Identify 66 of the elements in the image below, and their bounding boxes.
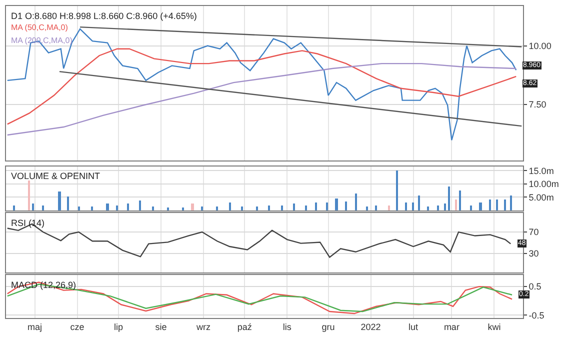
bar (489, 199, 491, 210)
y-tick-label: -0.5 (528, 310, 544, 320)
x-tick-label: cze (70, 322, 84, 332)
bar (437, 205, 439, 210)
bar (412, 202, 414, 210)
bar (355, 193, 357, 210)
y-tick-label: 70 (528, 227, 539, 238)
x-tick-label: 2022 (360, 322, 381, 332)
bar (479, 202, 482, 210)
x-tick-label: wrz (195, 322, 211, 332)
bar (326, 202, 328, 210)
bar (455, 199, 457, 210)
bar (127, 203, 129, 210)
bar (116, 205, 118, 210)
line-series (6, 62, 517, 136)
bar (375, 205, 377, 210)
x-tick-label: maj (28, 322, 42, 332)
bar (229, 202, 231, 210)
bar (28, 180, 30, 210)
y-tick-label: 15.0m (528, 166, 554, 176)
text: D1 O:8.680 H:8.998 L:8.660 C:8.960 (+4.65%) (11, 11, 197, 21)
text: RSI (14) (11, 218, 45, 228)
bar (305, 205, 307, 210)
bar (470, 205, 472, 210)
x-tick-label: paź (237, 322, 252, 332)
bar (504, 199, 506, 210)
bar (42, 205, 44, 210)
bar (67, 196, 69, 210)
text: MA (50,C,MA,0) (11, 23, 68, 32)
bar (335, 198, 338, 210)
bar (388, 205, 390, 210)
bar (139, 200, 141, 210)
bar (13, 205, 15, 210)
bar (496, 199, 498, 210)
bar (459, 190, 461, 210)
bar (106, 203, 109, 210)
x-tick-label: lis (282, 322, 292, 332)
text: MA (200,C,MA,0) (11, 36, 73, 45)
bar (444, 203, 446, 210)
bar (268, 205, 270, 210)
x-tick-label: lut (408, 322, 419, 332)
x-tick-label: mar (444, 322, 460, 332)
bar (418, 195, 420, 210)
y-tick-label: 5.00m (528, 192, 554, 202)
y-tick-label: 10.00 (528, 40, 552, 51)
x-tick-label: gru (322, 322, 335, 332)
bar (405, 202, 407, 210)
x-tick-label: lip (114, 322, 123, 332)
bar (191, 203, 194, 210)
bar (293, 203, 295, 210)
x-tick-label: kwi (488, 322, 501, 332)
bar (281, 205, 283, 210)
bar (448, 186, 450, 210)
bar (345, 201, 347, 210)
bar (32, 203, 34, 210)
line-series (6, 48, 517, 125)
y-tick-label: 7.50 (528, 99, 546, 110)
bar (396, 170, 398, 210)
bar (58, 191, 61, 210)
y-tick-label: 0.5 (528, 282, 542, 292)
x-tick-label: sie (155, 322, 167, 332)
bar (510, 195, 512, 210)
y-tick-label: 30 (528, 248, 539, 259)
text: VOLUME & OPENINT (11, 171, 101, 181)
y-tick-label: 10.00m (528, 179, 559, 190)
bar (315, 202, 317, 210)
